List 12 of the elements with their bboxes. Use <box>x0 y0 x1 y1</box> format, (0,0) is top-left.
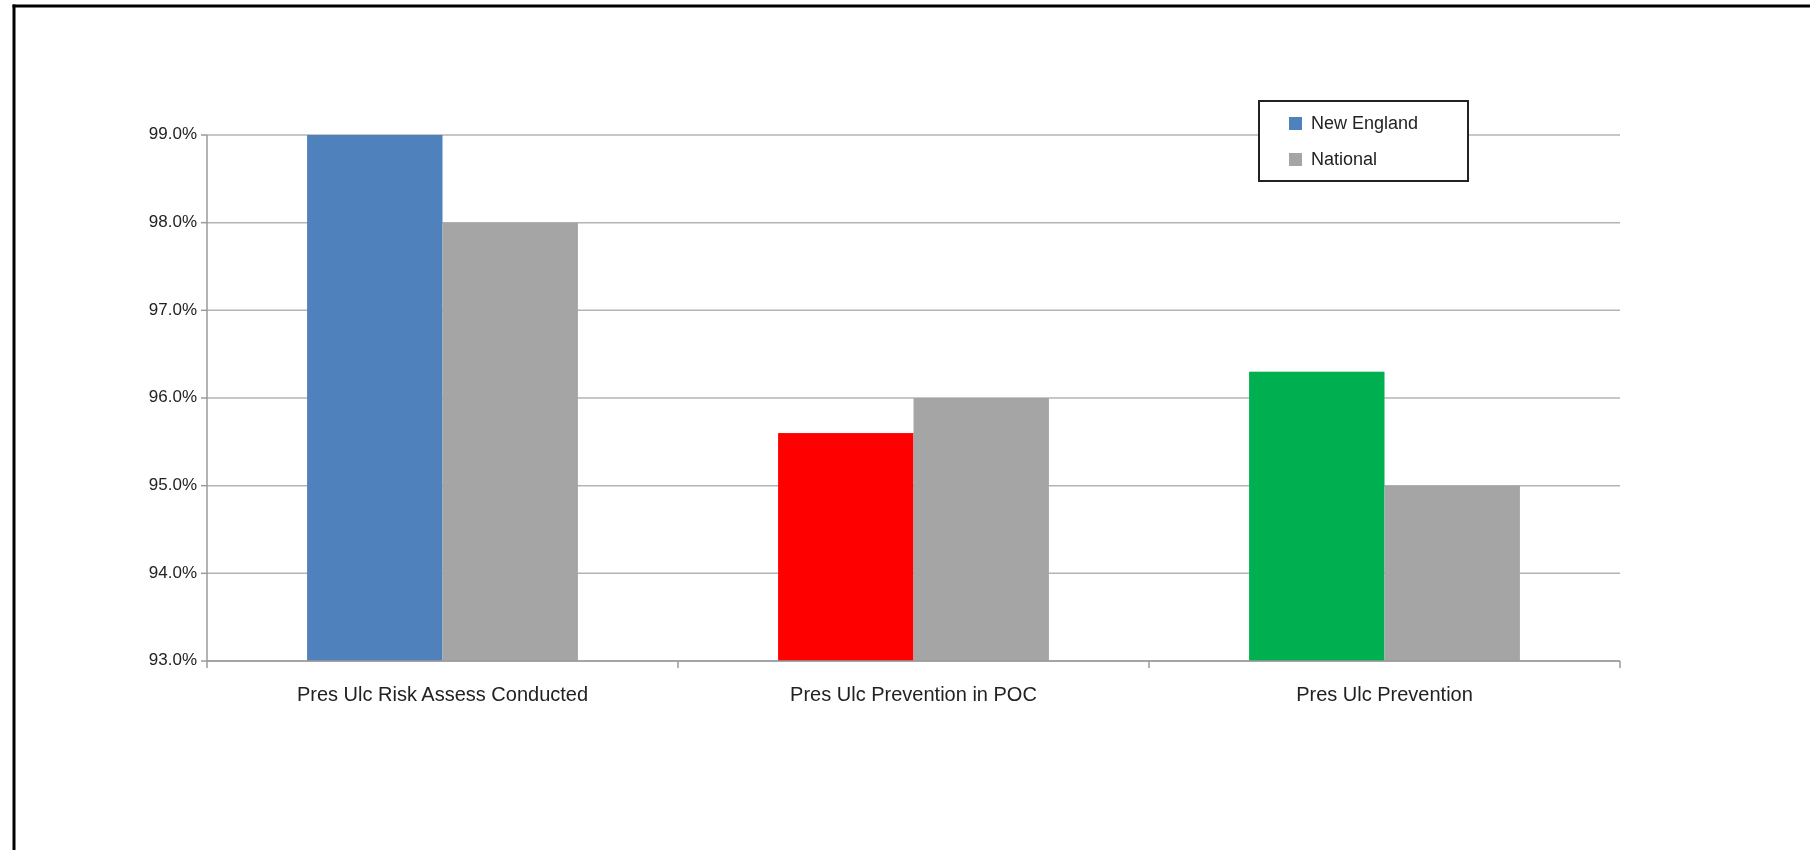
y-tick-label: 97.0% <box>148 299 197 319</box>
y-tick-label: 93.0% <box>148 650 197 670</box>
x-tick-label: Pres Ulc Prevention <box>1296 683 1473 705</box>
y-tick-label: 98.0% <box>148 212 197 232</box>
y-tick-label: 94.0% <box>148 562 197 582</box>
x-tick-label: Pres Ulc Prevention in POC <box>790 683 1037 705</box>
y-tick-label: 95.0% <box>148 475 197 495</box>
x-tick-label: Pres Ulc Risk Assess Conducted <box>296 683 589 705</box>
legend-label: New England <box>1311 112 1419 133</box>
y-tick-label: 96.0% <box>148 387 197 407</box>
legend-label: National <box>1311 148 1378 169</box>
y-tick-label: 99.0% <box>148 124 197 144</box>
